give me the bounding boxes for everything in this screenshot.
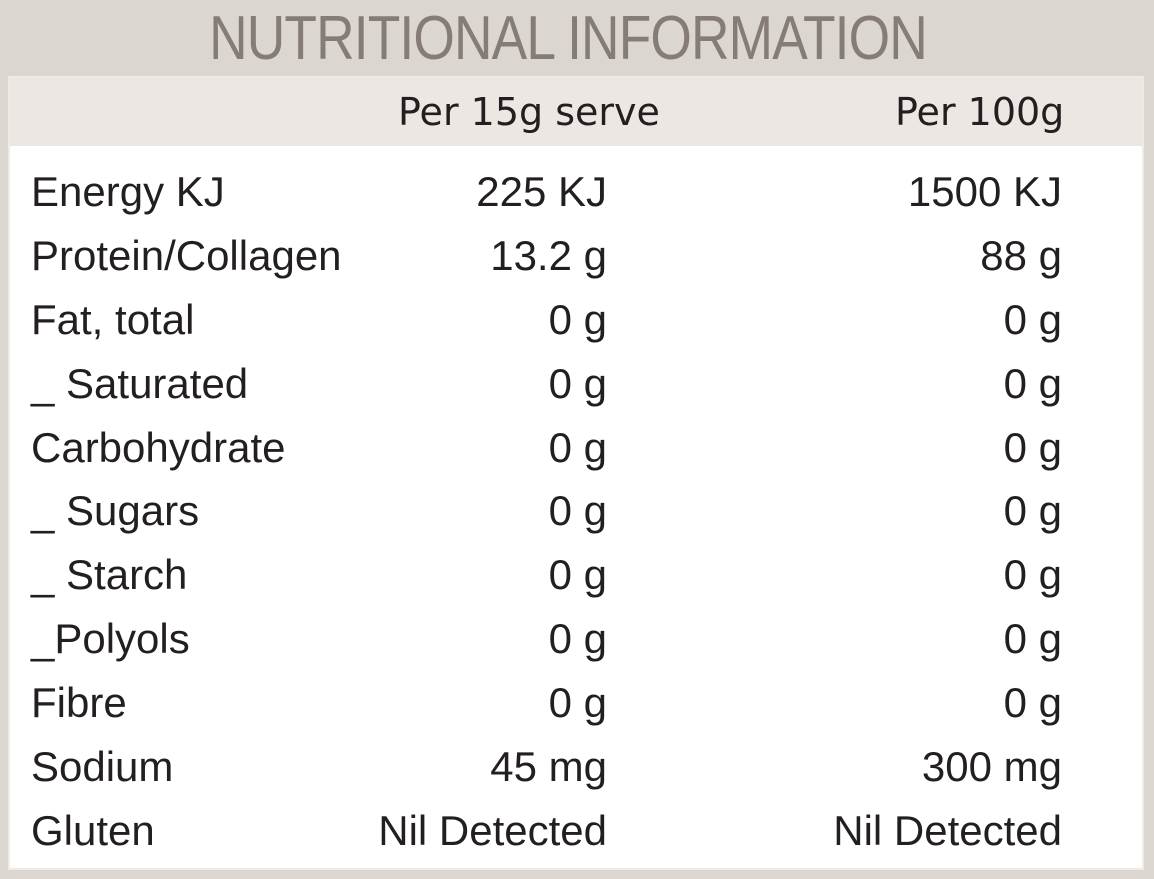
row-label: _ Sugars [31, 481, 199, 541]
row-label: Gluten [31, 801, 155, 861]
per-serve-value: Nil Detected [378, 801, 607, 861]
column-header-per-serve: Per 15g serve [398, 90, 660, 134]
per-serve-value: 0 g [549, 545, 607, 605]
row-label: Protein/Collagen [31, 226, 342, 286]
row-label: Sodium [31, 737, 173, 797]
column-header-row: Per 15g serve Per 100g [10, 78, 1142, 146]
table-row: _Polyols 0 g 0 g [10, 609, 1142, 673]
row-label: _ Starch [31, 545, 187, 605]
row-label: _ Saturated [31, 354, 248, 414]
table-row: Fibre 0 g 0 g [10, 673, 1142, 737]
per-100g-value: 0 g [1004, 290, 1062, 350]
table-body: Energy KJ 225 KJ 1500 KJ Protein/Collage… [10, 162, 1142, 865]
row-label: _Polyols [31, 609, 190, 669]
per-100g-value: 300 mg [922, 737, 1062, 797]
row-label: Fat, total [31, 290, 194, 350]
per-serve-value: 0 g [549, 609, 607, 669]
table-row: Energy KJ 225 KJ 1500 KJ [10, 162, 1142, 226]
table-row: Sodium 45 mg 300 mg [10, 737, 1142, 801]
per-100g-value: 0 g [1004, 481, 1062, 541]
per-100g-value: 1500 KJ [908, 162, 1062, 222]
table-row: Carbohydrate 0 g 0 g [10, 418, 1142, 482]
per-100g-value: Nil Detected [833, 801, 1062, 861]
per-serve-value: 0 g [549, 481, 607, 541]
per-100g-value: 0 g [1004, 609, 1062, 669]
per-100g-value: 88 g [980, 226, 1062, 286]
table-row: Protein/Collagen 13.2 g 88 g [10, 226, 1142, 290]
per-serve-value: 45 mg [490, 737, 607, 797]
table-row: _ Sugars 0 g 0 g [10, 481, 1142, 545]
column-header-per-100g: Per 100g [895, 90, 1064, 134]
page-title: NUTRITIONAL INFORMATION [80, 6, 1057, 72]
table-row: Fat, total 0 g 0 g [10, 290, 1142, 354]
per-serve-value: 13.2 g [490, 226, 607, 286]
row-label: Energy KJ [31, 162, 225, 222]
per-serve-value: 0 g [549, 418, 607, 478]
per-serve-value: 0 g [549, 354, 607, 414]
per-serve-value: 225 KJ [476, 162, 607, 222]
table-row: _ Saturated 0 g 0 g [10, 354, 1142, 418]
per-serve-value: 0 g [549, 290, 607, 350]
per-100g-value: 0 g [1004, 545, 1062, 605]
row-label: Carbohydrate [31, 418, 285, 478]
table-row: _ Starch 0 g 0 g [10, 545, 1142, 609]
table-row: Gluten Nil Detected Nil Detected [10, 801, 1142, 865]
per-100g-value: 0 g [1004, 418, 1062, 478]
nutrition-table: Per 15g serve Per 100g Energy KJ 225 KJ … [8, 76, 1144, 870]
per-100g-value: 0 g [1004, 354, 1062, 414]
per-100g-value: 0 g [1004, 673, 1062, 733]
row-label: Fibre [31, 673, 127, 733]
per-serve-value: 0 g [549, 673, 607, 733]
